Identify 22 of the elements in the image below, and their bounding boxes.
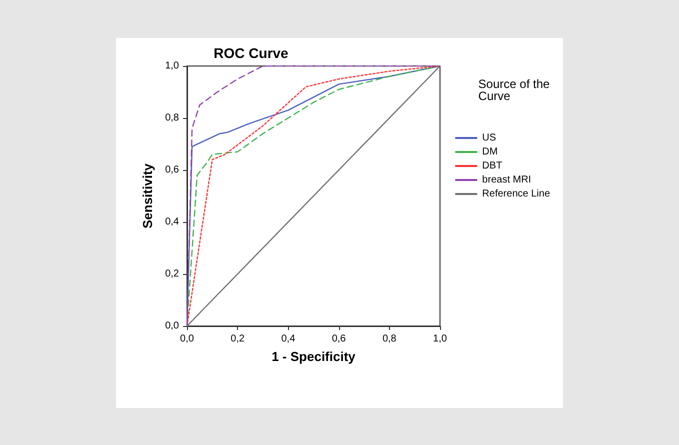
x-tick-label: 0,2 [230, 334, 245, 344]
x-tick-label: 1,0 [433, 334, 448, 344]
legend-title: Source of the Curve [478, 77, 554, 103]
y-tick-label: 0,4 [165, 216, 180, 228]
line-series [186, 65, 441, 327]
y-axis-title: Sensitivity [140, 162, 156, 229]
x-tick-label: 0,0 [180, 334, 194, 344]
legend-label: US [482, 132, 496, 144]
x-axis-title: 1 - Specificity [272, 349, 356, 364]
y-tick-label: 0,0 [165, 320, 180, 332]
x-tick-label: 0,4 [281, 334, 296, 344]
legend-label: Reference Line [482, 188, 550, 200]
y-tick-label: 0,2 [165, 268, 180, 280]
y-tick-label: 0,6 [165, 164, 180, 176]
chart-title: ROC Curve [214, 45, 289, 61]
x-tick-label: 0,8 [382, 334, 397, 344]
legend-label: DBT [482, 160, 502, 172]
y-tick-label: 1,0 [165, 60, 180, 72]
legend-label: breast MRI [482, 174, 532, 186]
y-tick-label: 0,8 [165, 112, 180, 124]
legend-label: DM [482, 146, 498, 158]
x-tick-label: 0,6 [332, 334, 346, 344]
